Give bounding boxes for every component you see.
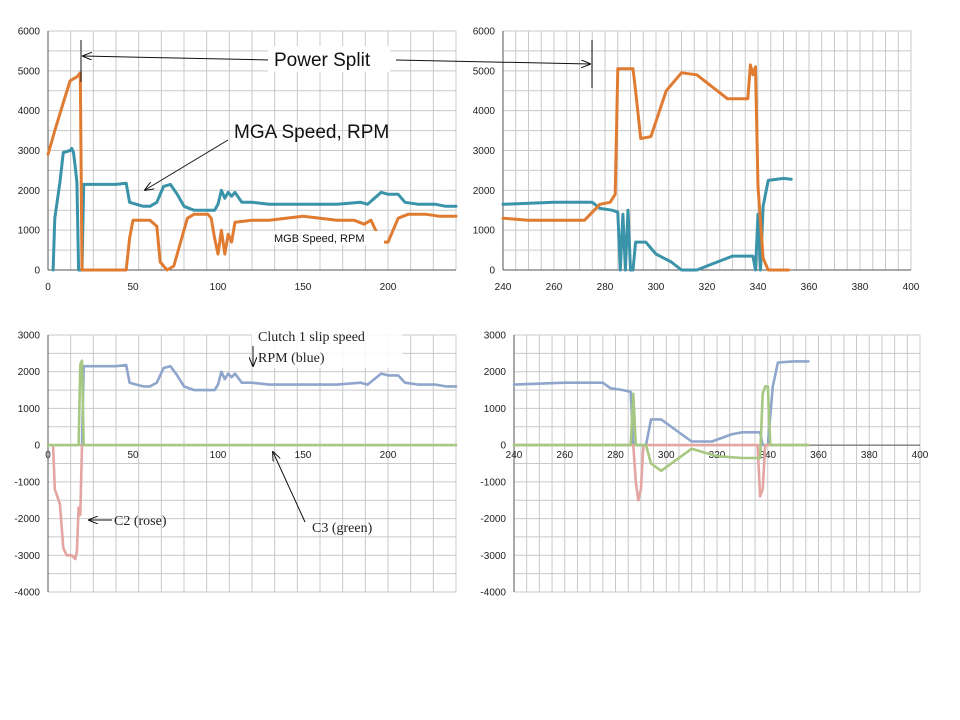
c2-label: C2 (rose)	[114, 514, 167, 529]
y-tick-label: -1000	[480, 477, 506, 488]
clutch1-label-line1: Clutch 1 slip speed	[258, 330, 365, 345]
x-tick-label: 200	[380, 450, 397, 461]
y-tick-label: 2000	[484, 367, 507, 378]
x-tick-label: 100	[210, 282, 227, 293]
x-tick-label: 340	[759, 450, 776, 461]
series-line-1	[80, 363, 458, 447]
y-tick-label: -4000	[480, 588, 506, 599]
series-line-2	[46, 71, 458, 272]
y-tick-label: 1000	[18, 404, 41, 415]
y-tick-label: 4000	[18, 106, 41, 117]
y-tick-label: 2000	[473, 186, 496, 197]
y-tick-label: 0	[489, 266, 495, 277]
y-tick-label: -3000	[14, 551, 40, 562]
y-tick-label: 3000	[484, 331, 507, 342]
grid	[47, 30, 457, 271]
y-tick-label: 3000	[18, 331, 41, 342]
series-line-1	[501, 176, 793, 272]
chart-top-right: 0 1000 2000 3000 4000 5000 6000 240 260 280 300 320…	[473, 27, 920, 294]
y-tick-label: 2000	[18, 186, 41, 197]
x-tick-label: 150	[295, 450, 312, 461]
x-tick-label: 360	[810, 450, 827, 461]
y-tick-label: -4000	[14, 588, 40, 599]
mgb-speed-label: MGB Speed, RPM	[274, 233, 364, 245]
y-tick-label: 1000	[18, 226, 41, 237]
mga-speed-label: MGA Speed, RPM	[234, 122, 389, 143]
y-tick-label: 2000	[18, 367, 41, 378]
x-tick-label: 260	[546, 282, 563, 293]
mga-speed-arrow	[145, 139, 229, 190]
power-split-arrow-left	[83, 56, 271, 61]
power-split-label-bg	[268, 46, 390, 72]
annotations: Power Split MGA Speed, RPM MGB Speed, RP…	[80, 40, 593, 536]
x-tick-label: 300	[658, 450, 675, 461]
grid	[502, 30, 912, 271]
clutch1-label-line2: RPM (blue)	[258, 351, 325, 366]
x-tick-label: 280	[597, 282, 614, 293]
y-tick-label: 5000	[473, 66, 496, 77]
y-tick-label: 0	[34, 441, 40, 452]
x-tick-label: 50	[127, 450, 139, 461]
x-tick-label: 380	[852, 282, 869, 293]
power-split-arrow-right	[395, 59, 590, 64]
y-tick-label: -1000	[14, 477, 40, 488]
x-tick-label: 380	[861, 450, 878, 461]
y-tick-label: 6000	[18, 27, 41, 38]
series-line-3	[512, 385, 810, 473]
x-tick-label: 200	[380, 282, 397, 293]
x-tick-label: 320	[699, 282, 716, 293]
x-tick-label: 0	[45, 282, 51, 293]
y-tick-label: 1000	[484, 404, 507, 415]
series-line-2	[501, 63, 791, 272]
y-tick-label: -2000	[14, 514, 40, 525]
series-line-1	[51, 147, 458, 272]
x-tick-label: 300	[648, 282, 665, 293]
y-tick-label: -2000	[480, 514, 506, 525]
y-tick-label: 0	[500, 441, 506, 452]
y-tick-label: -3000	[480, 551, 506, 562]
y-tick-label: 5000	[18, 66, 41, 77]
x-tick-label: 260	[556, 450, 573, 461]
c3-arrow	[273, 452, 306, 523]
x-tick-label: 0	[45, 450, 51, 461]
y-tick-label: 6000	[473, 27, 496, 38]
x-tick-label: 100	[210, 450, 227, 461]
x-tick-label: 400	[912, 450, 929, 461]
y-tick-label: 4000	[473, 106, 496, 117]
x-tick-label: 150	[295, 282, 312, 293]
x-tick-label: 240	[495, 282, 512, 293]
x-tick-label: 360	[801, 282, 818, 293]
c3-label: C3 (green)	[312, 521, 373, 536]
chart-bottom-right: -4000 -3000 -2000 -1000 0 1000 2000 3000 240 260 2…	[480, 331, 928, 599]
y-tick-label: 1000	[473, 226, 496, 237]
y-tick-label: 0	[34, 266, 40, 277]
series-line-2	[46, 443, 84, 561]
x-tick-label: 280	[607, 450, 624, 461]
x-tick-label: 400	[903, 282, 920, 293]
x-tick-label: 240	[506, 450, 523, 461]
power-split-label: Power Split	[274, 50, 371, 71]
y-tick-label: 3000	[473, 146, 496, 157]
chart-top-left: 0 1000 2000 3000 4000 5000 6000 0 50 100 150 200	[18, 27, 458, 293]
x-tick-label: 340	[750, 282, 767, 293]
mgb-speed-label-bg	[272, 231, 384, 245]
clutch1-label-bg	[252, 326, 402, 368]
x-tick-label: 50	[127, 282, 139, 293]
y-tick-label: 3000	[18, 146, 41, 157]
series-line-3	[46, 359, 458, 447]
